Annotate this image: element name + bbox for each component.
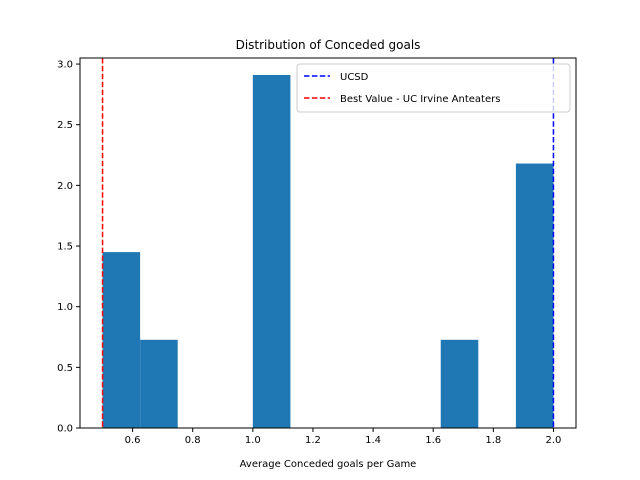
legend: UCSD Best Value - UC Irvine Anteaters xyxy=(296,63,571,113)
y-axis-ticks: 0.0 0.5 1.0 1.5 2.0 2.5 3.0 xyxy=(57,60,80,435)
x-tick-label: 0.8 xyxy=(185,435,201,446)
histogram-bar xyxy=(140,339,178,428)
histogram-bar xyxy=(515,163,554,428)
y-tick-label: 2.0 xyxy=(57,181,73,192)
y-tick-label: 2.5 xyxy=(57,120,73,131)
legend-box xyxy=(296,63,571,113)
histogram-bar xyxy=(440,339,479,428)
axes-frame xyxy=(79,57,577,429)
histogram-bar xyxy=(102,252,141,428)
bars-group xyxy=(102,74,554,428)
y-tick-label: 3.0 xyxy=(57,60,73,71)
x-axis-ticks: 0.6 0.8 1.0 1.2 1.4 1.6 1.8 2.0 xyxy=(125,428,562,446)
histogram-bar xyxy=(252,74,291,428)
y-tick-label: 0.5 xyxy=(57,363,73,374)
x-tick-label: 2.0 xyxy=(546,435,562,446)
legend-label: Best Value - UC Irvine Anteaters xyxy=(340,94,500,105)
reference-lines-group xyxy=(101,58,555,428)
y-tick-label: 0.0 xyxy=(57,424,73,435)
x-tick-label: 1.6 xyxy=(425,435,441,446)
x-axis-label: Average Conceded goals per Game xyxy=(240,459,417,470)
x-tick-label: 1.4 xyxy=(365,435,381,446)
x-tick-label: 1.2 xyxy=(305,435,321,446)
y-tick-label: 1.5 xyxy=(57,242,73,253)
chart-title: Distribution of Conceded goals xyxy=(236,38,421,52)
legend-label: UCSD xyxy=(340,72,369,83)
y-tick-label: 1.0 xyxy=(57,302,73,313)
x-tick-label: 1.0 xyxy=(245,435,261,446)
x-tick-label: 0.6 xyxy=(125,435,141,446)
x-tick-label: 1.8 xyxy=(485,435,501,446)
